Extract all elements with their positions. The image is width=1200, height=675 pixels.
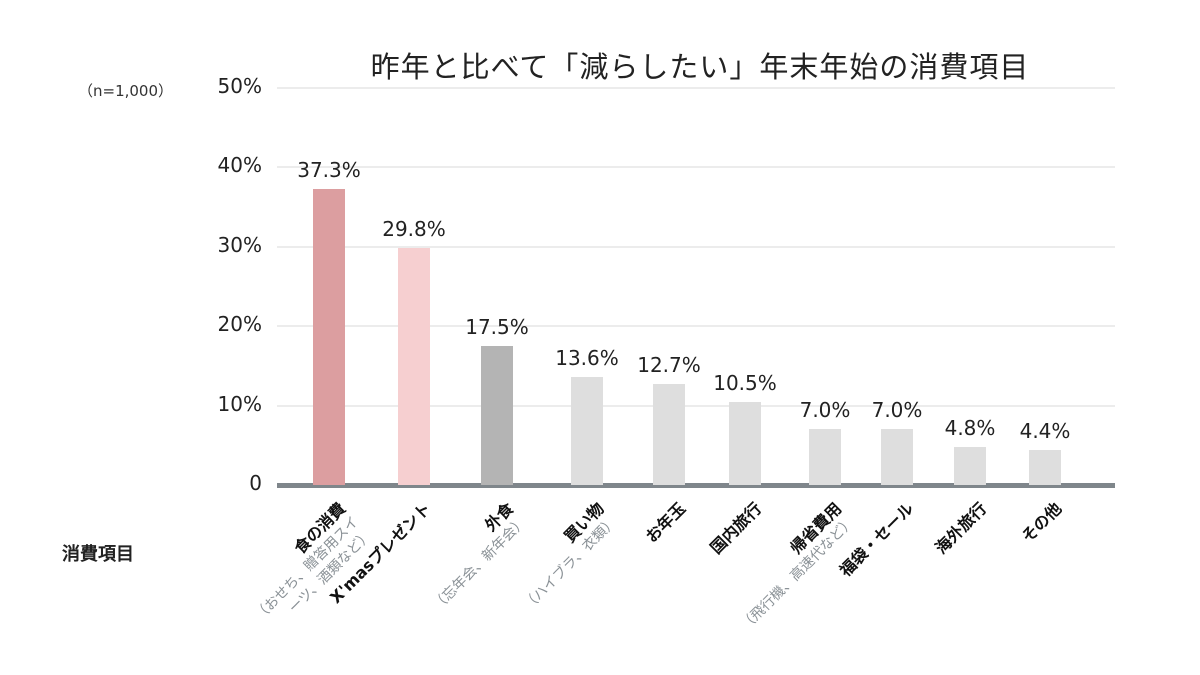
y-tick-label: 40%: [217, 153, 262, 178]
chart-title: 昨年と比べて「減らしたい」年末年始の消費項目: [370, 50, 1030, 84]
y-tick-label: 10%: [217, 391, 262, 416]
bar-value-label: 37.3%: [297, 157, 361, 182]
y-tick-label: 50%: [217, 74, 262, 98]
bar: [571, 377, 603, 485]
bar-value-label: 10.5%: [713, 370, 777, 395]
bar: [809, 429, 841, 485]
bar-value-label: 29.8%: [382, 217, 446, 242]
bar: [1029, 450, 1061, 485]
bar: [313, 188, 345, 485]
bar-value-label: 17.5%: [465, 315, 529, 340]
y-tick-label: 30%: [217, 232, 262, 257]
gridline: [277, 404, 1115, 407]
bar-value-label: 13.6%: [555, 346, 619, 371]
bar-value-label: 4.4%: [1019, 419, 1071, 444]
x-category-label: 国内旅行: [704, 496, 766, 558]
x-axis-title: 消費項目: [62, 544, 134, 565]
y-tick-label: 0: [249, 471, 262, 495]
x-axis-line: [277, 483, 1115, 488]
category-name: お年玉: [641, 498, 690, 547]
bar: [729, 401, 761, 485]
gridline: [277, 325, 1115, 328]
bar: [653, 384, 685, 485]
bar: [398, 248, 430, 485]
bar-value-label: 12.7%: [637, 353, 701, 378]
category-name: その他: [1017, 498, 1066, 547]
sample-size-note: （n=1,000）: [78, 82, 174, 100]
x-category-label: お年玉: [639, 496, 690, 547]
bar: [954, 446, 986, 485]
x-category-label: 海外旅行: [929, 496, 991, 558]
gridline: [277, 166, 1115, 169]
bar-value-label: 7.0%: [799, 398, 851, 423]
x-category-label: 買い物 （ハイブラ、衣類）: [503, 496, 622, 615]
x-category-label: その他: [1015, 496, 1066, 547]
bar-value-label: 4.8%: [944, 415, 996, 440]
bar-value-label: 7.0%: [871, 398, 923, 423]
category-name: 国内旅行: [706, 498, 766, 558]
gridline: [277, 87, 1115, 89]
bar: [881, 429, 913, 485]
gridline: [277, 245, 1115, 248]
category-name: 海外旅行: [931, 498, 991, 558]
y-tick-label: 20%: [217, 312, 262, 337]
bar: [481, 346, 513, 485]
